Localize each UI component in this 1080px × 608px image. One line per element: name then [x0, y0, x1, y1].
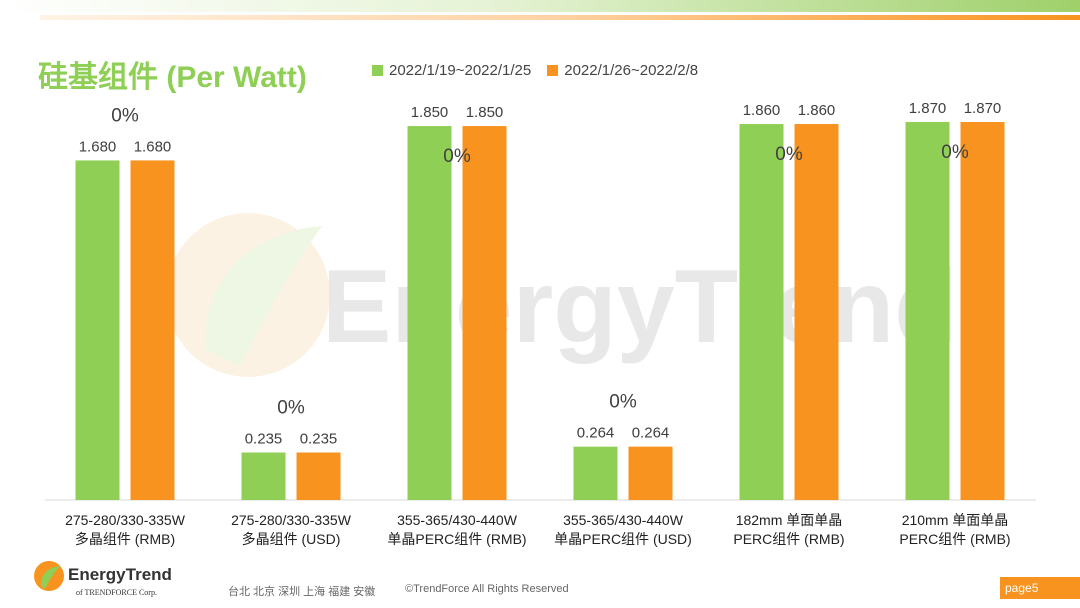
category-tick-label: 275-280/330-335W: [65, 512, 186, 528]
category-tick-label: PERC组件 (RMB): [899, 531, 1010, 547]
legend-item-series2: 2022/1/26~2022/2/8: [547, 62, 698, 79]
data-label: 1.680: [79, 138, 117, 155]
footer-cities: 台北 北京 深圳 上海 福建 安徽: [228, 586, 376, 598]
legend-item-series1: 2022/1/19~2022/1/25: [372, 62, 531, 79]
bar-series1: [739, 124, 784, 501]
change-label: 0%: [775, 144, 803, 165]
data-label: 0.235: [245, 431, 283, 448]
bar-series1: [905, 122, 950, 501]
watermark-logo-circle: [166, 213, 330, 377]
category-tick-label: PERC组件 (RMB): [733, 531, 844, 547]
category-tick-label: 275-280/330-335W: [231, 512, 352, 528]
change-label: 0%: [443, 146, 471, 167]
data-label: 1.850: [411, 104, 449, 121]
top-green-gradient: [0, 0, 1080, 12]
bar-series1: [407, 126, 452, 500]
bar-series2: [628, 446, 673, 500]
footer-brand-sub: of TRENDFORCE Corp.: [76, 588, 157, 597]
data-label: 1.860: [743, 102, 781, 119]
change-label: 0%: [111, 105, 139, 126]
data-label: 0.264: [577, 425, 615, 442]
top-decoration-bar: [0, 0, 1080, 22]
data-label: 1.870: [909, 100, 947, 117]
page-number: page5: [1000, 577, 1080, 599]
watermark-logo-leaf: [205, 226, 322, 366]
change-label: 0%: [941, 142, 969, 163]
energytrend-logo-icon: [34, 561, 64, 591]
category-tick-label: 355-365/430-440W: [397, 512, 518, 528]
bar-series1: [75, 160, 120, 500]
energytrend-watermark: EnergyTrend: [166, 213, 958, 377]
category-tick-label: 单晶PERC组件 (USD): [554, 531, 692, 547]
footer-brand: EnergyTrend: [68, 565, 172, 584]
footer-copyright: ©TrendForce All Rights Reserved: [405, 583, 569, 595]
legend-label: 2022/1/19~2022/1/25: [389, 62, 532, 79]
legend-swatch-green: [372, 65, 383, 76]
bar-series1: [573, 446, 618, 500]
bar-series2: [130, 160, 175, 500]
category-tick-label: 182mm 单面单晶: [736, 512, 843, 528]
chart-title: 硅基组件 (Per Watt): [38, 61, 307, 94]
data-label: 1.850: [466, 104, 504, 121]
chart-legend: 2022/1/19~2022/1/25 2022/1/26~2022/2/8: [372, 62, 714, 79]
data-label: 0.264: [632, 425, 670, 442]
bar-series2: [462, 126, 507, 500]
change-label: 0%: [277, 398, 305, 419]
category-tick-label: 多晶组件 (USD): [242, 531, 341, 547]
bar-series1: [241, 452, 286, 500]
legend-swatch-orange: [547, 65, 559, 76]
data-label: 1.870: [964, 100, 1002, 117]
bar-series2: [296, 452, 341, 500]
top-orange-gradient: [40, 15, 1080, 20]
category-tick-label: 355-365/430-440W: [563, 512, 684, 528]
data-label: 1.860: [798, 102, 836, 119]
legend-label: 2022/1/26~2022/2/8: [564, 62, 699, 79]
bar-series2: [960, 122, 1005, 501]
category-tick-label: 210mm 单面单晶: [902, 512, 1009, 528]
change-label: 0%: [609, 392, 637, 413]
category-tick-label: 单晶PERC组件 (RMB): [387, 531, 526, 547]
bar-series2: [794, 124, 839, 501]
data-label: 1.680: [134, 138, 172, 155]
data-label: 0.235: [300, 431, 338, 448]
category-tick-label: 多晶组件 (RMB): [75, 531, 175, 547]
